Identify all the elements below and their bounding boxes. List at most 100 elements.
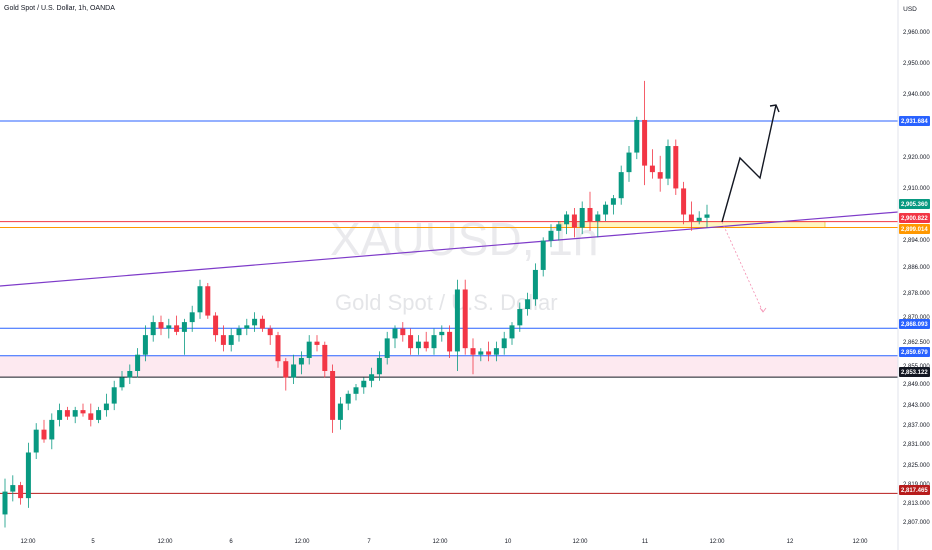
price-label-box [899,485,930,495]
candle-body [291,364,297,378]
y-tick-label: 2,960.000 [903,30,930,36]
y-tick-label: 2,950.000 [903,61,930,67]
candle-body [88,413,94,420]
candles [2,80,710,528]
price-label-box [899,199,930,209]
candle-body [135,354,141,371]
candle-body [72,410,78,417]
candle-body [517,309,523,326]
x-tick-label: 12:00 [432,539,448,545]
y-tick-label: 2,920.000 [903,155,930,161]
candle-body [696,217,702,222]
candle-body [486,351,492,355]
candle-body [447,331,453,352]
price-label-box [899,116,930,126]
zone-0 [0,355,898,378]
price-labels: 2,931.684 2,905.360 2,900.822 2,899.014 2,86… [899,116,930,495]
candle-body [142,335,148,355]
candle-body [532,269,538,300]
candle-body [18,485,24,499]
candle-body [205,286,211,316]
projection-up-arrow [721,104,777,223]
candle-body [119,377,125,388]
y-tick-label: 2,886.000 [903,265,930,271]
candle-body [626,152,632,173]
candle-body [649,165,655,173]
candle-body [158,322,164,329]
price-label-text: 2,817.465 [901,488,928,494]
price-label-text: 2,899.014 [901,227,928,233]
candle-body [571,214,577,228]
candle-body [298,357,304,365]
candle-body [556,224,562,231]
price-label-box [899,367,930,377]
candle-body [33,429,39,453]
candle-body [267,328,273,336]
candle-body [540,240,546,270]
candle-body [384,338,390,358]
time-axis: 12:00 5 12:00 6 12:00 7 12:00 10 12:00 11 12:00 12 1… [20,539,868,545]
x-tick-label: 5 [91,539,95,545]
candle-body [174,325,180,332]
candle-body [275,335,281,362]
y-tick-label: 2,831.000 [903,442,930,448]
candle-body [166,325,172,329]
price-label-box [899,213,930,223]
candle-body [306,341,312,358]
y-tick-label: 2,849.000 [903,382,930,388]
projection-arrows [721,104,780,313]
candle-body [376,357,382,375]
x-tick-label: 12:00 [572,539,588,545]
currency-label[interactable]: USD [903,6,917,13]
y-tick-label: 2,813.000 [903,501,930,507]
candle-body [353,387,359,394]
y-tick-label: 2,910.000 [903,186,930,192]
x-tick-label: 7 [367,539,371,545]
candle-body [509,325,515,339]
watermark-name: Gold Spot / U.S. Dollar [335,290,558,315]
candle-body [415,341,421,349]
candle-body [150,322,156,336]
candle-body [369,374,375,381]
candle-body [618,172,624,199]
price-label-text: 2,905.360 [901,202,928,208]
horizontal-levels [0,120,898,494]
candle-body [96,410,102,420]
candle-body [220,335,226,345]
arrowhead-up [769,104,780,113]
candle-body [322,344,328,371]
x-tick-label: 12 [787,539,794,545]
candle-body [314,341,320,345]
candle-body [181,322,187,332]
candle-body [478,351,484,355]
candle-body [400,328,406,336]
y-tick-label: 2,837.000 [903,423,930,429]
candle-body [252,318,258,326]
candle-body [49,419,55,440]
candle-body [283,361,289,378]
candle-body [259,318,265,329]
candle-body [392,328,398,339]
y-tick-label: 2,825.000 [903,463,930,469]
candle-body [587,207,593,222]
candle-body [564,214,570,225]
candle-body [111,387,117,404]
y-tick-label: 2,843.000 [903,403,930,409]
candle-body [423,341,429,349]
candle-body [548,230,554,241]
y-tick-label: 2,878.000 [903,291,930,297]
candle-body [439,331,445,336]
candle-body [595,214,601,222]
candle-body [244,325,250,329]
x-tick-label: 12:00 [157,539,173,545]
price-label-box [899,319,930,329]
candle-body [603,204,609,215]
price-label-box [899,224,930,234]
x-tick-label: 12:00 [709,539,725,545]
candle-body [454,289,460,352]
y-tick-label: 2,807.000 [903,520,930,526]
candle-body [345,393,351,404]
candle-body [228,335,234,345]
watermark-ticker: XAUUSD, 1h [330,213,598,265]
